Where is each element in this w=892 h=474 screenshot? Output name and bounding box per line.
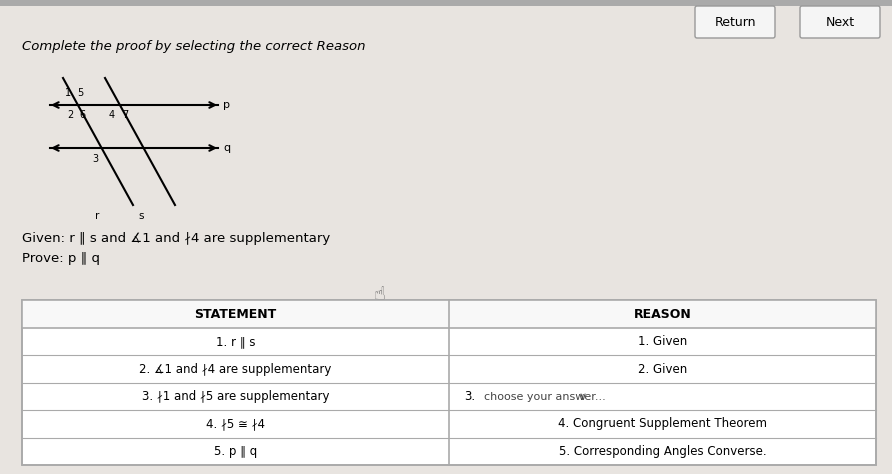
Text: 4. ∤5 ≅ ∤4: 4. ∤5 ≅ ∤4: [206, 418, 265, 430]
Text: 7: 7: [121, 110, 128, 120]
Text: Return: Return: [714, 16, 756, 28]
Text: 4. Congruent Supplement Theorem: 4. Congruent Supplement Theorem: [558, 418, 767, 430]
Text: Prove: p ∥ q: Prove: p ∥ q: [22, 252, 100, 265]
Text: 2. ∡1 and ∤4 are supplementary: 2. ∡1 and ∤4 are supplementary: [139, 363, 332, 375]
Text: r: r: [95, 211, 100, 221]
Bar: [22, 300, 876, 465]
Bar: [0, 0, 892, 6]
Text: 1: 1: [65, 88, 71, 98]
Text: 5: 5: [77, 88, 83, 98]
Text: Given: r ∥ s and ∡1 and ∤4 are supplementary: Given: r ∥ s and ∡1 and ∤4 are supplemen…: [22, 232, 330, 245]
Text: p: p: [223, 100, 230, 110]
Bar: [22, 300, 876, 328]
FancyBboxPatch shape: [695, 6, 775, 38]
Text: s: s: [139, 211, 145, 221]
Bar: [22, 300, 876, 465]
Text: Complete the proof by selecting the correct Reason: Complete the proof by selecting the corr…: [22, 40, 366, 53]
Text: 1. r ∥ s: 1. r ∥ s: [216, 335, 255, 348]
Text: 2. Given: 2. Given: [638, 363, 687, 375]
Text: 3. ∤1 and ∤5 are supplementary: 3. ∤1 and ∤5 are supplementary: [142, 390, 329, 403]
Text: STATEMENT: STATEMENT: [194, 308, 277, 320]
Text: ☝: ☝: [374, 285, 386, 304]
Text: 2: 2: [67, 110, 73, 120]
Text: REASON: REASON: [633, 308, 691, 320]
Text: choose your answer...: choose your answer...: [484, 392, 606, 401]
Text: 5. Corresponding Angles Converse.: 5. Corresponding Angles Converse.: [558, 445, 766, 458]
Text: 6: 6: [79, 110, 86, 120]
Text: 5. p ∥ q: 5. p ∥ q: [214, 445, 257, 458]
Text: Next: Next: [825, 16, 855, 28]
FancyBboxPatch shape: [800, 6, 880, 38]
Text: 3: 3: [93, 154, 99, 164]
Text: 4: 4: [109, 110, 115, 120]
Text: ∨: ∨: [579, 392, 587, 402]
Text: 3.: 3.: [464, 390, 475, 403]
Text: q: q: [223, 143, 230, 153]
Text: 1. Given: 1. Given: [638, 335, 687, 348]
